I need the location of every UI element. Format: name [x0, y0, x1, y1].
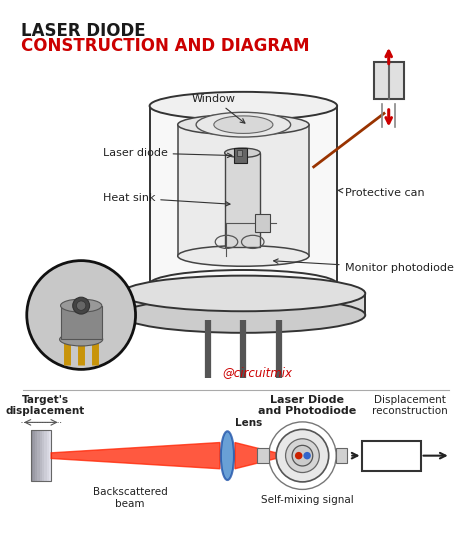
Circle shape: [76, 301, 86, 310]
Ellipse shape: [225, 148, 260, 158]
Bar: [33, 430, 36, 482]
Bar: [42, 430, 45, 482]
Text: CONSTRUCTION AND DIAGRAM: CONSTRUCTION AND DIAGRAM: [21, 37, 310, 56]
Bar: [49, 430, 52, 482]
Ellipse shape: [292, 446, 313, 466]
Text: Protective can: Protective can: [338, 188, 424, 198]
Polygon shape: [150, 106, 337, 284]
Text: Self-mixing signal: Self-mixing signal: [261, 495, 354, 505]
Bar: [234, 148, 247, 163]
Ellipse shape: [150, 270, 337, 298]
Ellipse shape: [214, 116, 273, 133]
Bar: [257, 448, 269, 463]
Circle shape: [295, 452, 302, 460]
Ellipse shape: [121, 297, 365, 333]
Text: Monitor photodiode: Monitor photodiode: [273, 259, 454, 273]
Bar: [37, 430, 40, 482]
Ellipse shape: [150, 92, 337, 120]
Ellipse shape: [221, 431, 234, 480]
Bar: [40, 430, 43, 482]
Text: Displacement
reconstruction: Displacement reconstruction: [373, 395, 448, 416]
Bar: [374, 62, 404, 99]
Text: @circuitmix: @circuitmix: [222, 366, 292, 379]
Circle shape: [285, 439, 319, 472]
Text: Backscattered
beam: Backscattered beam: [92, 487, 167, 509]
Ellipse shape: [121, 275, 365, 311]
Polygon shape: [235, 442, 276, 469]
Bar: [255, 214, 270, 233]
Ellipse shape: [178, 246, 309, 266]
Bar: [363, 441, 420, 471]
Text: Processing: Processing: [362, 451, 421, 461]
Ellipse shape: [178, 114, 309, 135]
Polygon shape: [61, 306, 102, 339]
Circle shape: [276, 429, 328, 482]
Text: Heat sink: Heat sink: [103, 193, 230, 206]
Text: Laser Diode
and Photodiode: Laser Diode and Photodiode: [258, 395, 356, 416]
Ellipse shape: [196, 112, 291, 137]
Polygon shape: [121, 293, 365, 315]
Text: LASER DIODE: LASER DIODE: [21, 22, 146, 39]
Text: Target's
displacement: Target's displacement: [6, 395, 85, 416]
Bar: [30, 430, 33, 482]
Bar: [336, 448, 347, 463]
Ellipse shape: [61, 299, 102, 312]
Text: Lens: Lens: [235, 417, 262, 428]
Circle shape: [27, 261, 136, 369]
Bar: [46, 430, 49, 482]
Bar: [35, 430, 38, 482]
Polygon shape: [51, 442, 220, 469]
Bar: [30, 430, 51, 482]
Polygon shape: [178, 125, 309, 256]
Text: Laser diode: Laser diode: [103, 148, 232, 158]
Bar: [225, 153, 260, 247]
Ellipse shape: [60, 333, 103, 346]
Circle shape: [303, 452, 311, 460]
Bar: [44, 430, 47, 482]
Bar: [237, 150, 242, 156]
Circle shape: [73, 297, 90, 314]
Text: Window: Window: [192, 94, 245, 123]
